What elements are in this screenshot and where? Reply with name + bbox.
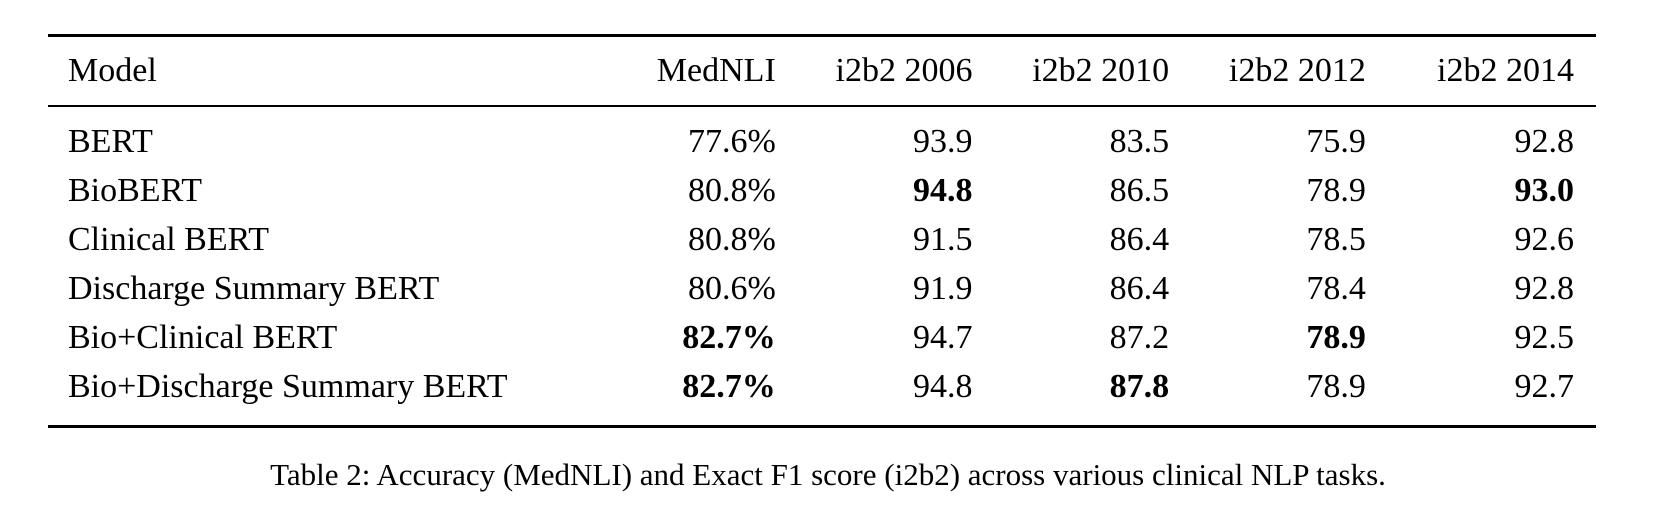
cell-i2b2-2014: 92.5 [1514, 318, 1575, 356]
table-row: Bio+Discharge Summary BERT 82.7% 94.8 87… [48, 362, 1596, 427]
model-name: BERT [68, 122, 153, 160]
cell-mednli: 77.6% [687, 122, 776, 160]
table-row: BERT 77.6% 93.9 83.5 75.9 92.8 [48, 106, 1596, 166]
cell-i2b2-2010: 83.5 [1109, 122, 1170, 160]
cell-i2b2-2010: 87.8 [1109, 367, 1170, 405]
cell-mednli: 80.8% [687, 171, 776, 209]
cell-i2b2-2014: 92.8 [1514, 269, 1575, 307]
cell-i2b2-2014: 93.0 [1514, 171, 1575, 209]
model-name: Bio+Discharge Summary BERT [68, 367, 508, 405]
cell-i2b2-2006: 91.5 [912, 220, 973, 258]
header-i2b2-2010: i2b2 2010 [1032, 52, 1170, 89]
cell-i2b2-2012: 78.4 [1306, 269, 1366, 307]
cell-i2b2-2006: 94.8 [912, 171, 973, 209]
cell-i2b2-2014: 92.6 [1514, 220, 1575, 258]
header-i2b2-2012: i2b2 2012 [1228, 52, 1366, 89]
cell-mednli: 82.7% [682, 318, 776, 356]
cell-mednli: 80.6% [687, 269, 776, 307]
header-mednli: MedNLI [656, 52, 776, 89]
cell-i2b2-2006: 93.9 [912, 122, 973, 160]
results-table-container: Model MedNLI i2b2 2006 i2b2 2010 i2b2 20… [48, 34, 1596, 428]
table-row: Discharge Summary BERT 80.6% 91.9 86.4 7… [48, 264, 1596, 313]
cell-i2b2-2006: 94.8 [912, 367, 973, 405]
cell-mednli: 80.8% [687, 220, 776, 258]
cell-i2b2-2012: 78.5 [1306, 220, 1366, 258]
header-model: Model [68, 52, 157, 89]
model-name: BioBERT [68, 171, 202, 209]
cell-i2b2-2012: 78.9 [1306, 367, 1366, 405]
header-i2b2-2006: i2b2 2006 [835, 52, 973, 89]
cell-i2b2-2010: 86.4 [1109, 220, 1170, 258]
cell-i2b2-2010: 86.4 [1109, 269, 1170, 307]
cell-i2b2-2012: 75.9 [1306, 122, 1366, 160]
table-caption: Table 2: Accuracy (MedNLI) and Exact F1 … [270, 457, 1386, 492]
cell-i2b2-2006: 91.9 [912, 269, 973, 307]
cell-i2b2-2010: 87.2 [1109, 318, 1170, 356]
cell-i2b2-2014: 92.8 [1514, 122, 1575, 160]
model-name: Bio+Clinical BERT [68, 318, 338, 356]
table-row: Clinical BERT 80.8% 91.5 86.4 78.5 92.6 [48, 215, 1596, 264]
model-name: Discharge Summary BERT [68, 269, 440, 307]
table-header-row: Model MedNLI i2b2 2006 i2b2 2010 i2b2 20… [48, 35, 1596, 106]
cell-i2b2-2012: 78.9 [1306, 318, 1366, 356]
results-table: Model MedNLI i2b2 2006 i2b2 2010 i2b2 20… [48, 34, 1596, 428]
cell-i2b2-2014: 92.7 [1514, 367, 1575, 405]
table-row: BioBERT 80.8% 94.8 86.5 78.9 93.0 [48, 166, 1596, 215]
cell-i2b2-2006: 94.7 [912, 318, 973, 356]
table-row: Bio+Clinical BERT 82.7% 94.7 87.2 78.9 9… [48, 313, 1596, 362]
cell-mednli: 82.7% [682, 367, 776, 405]
cell-i2b2-2012: 78.9 [1306, 171, 1366, 209]
header-i2b2-2014: i2b2 2014 [1437, 52, 1574, 89]
model-name: Clinical BERT [68, 220, 269, 258]
cell-i2b2-2010: 86.5 [1109, 171, 1170, 209]
